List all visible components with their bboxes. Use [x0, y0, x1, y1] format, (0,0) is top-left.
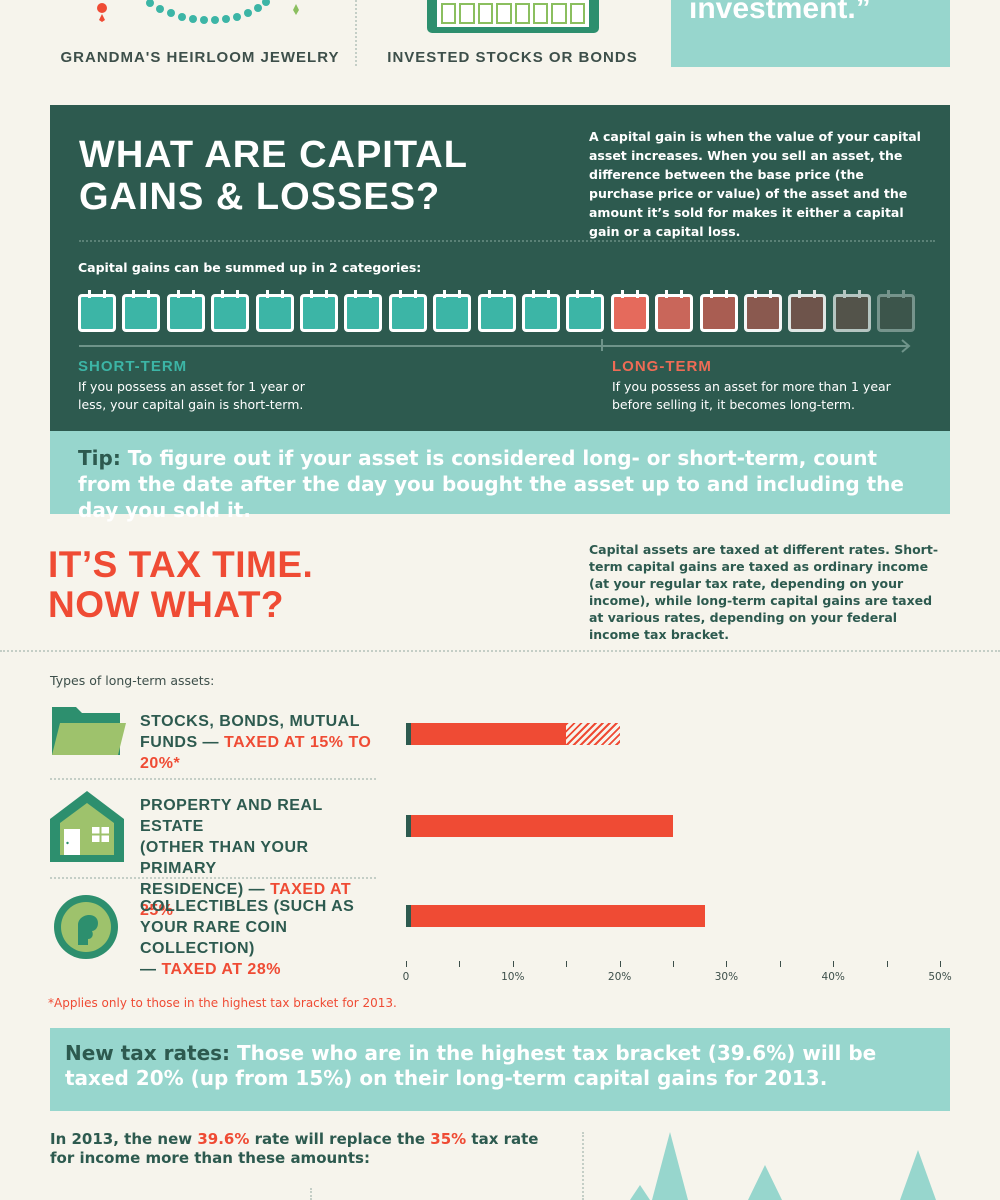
calendar-icon: [877, 290, 916, 332]
panel-description: A capital gain is when the value of your…: [589, 129, 921, 239]
chart-tick-label: 40%: [821, 971, 845, 983]
calendar-icon: [655, 290, 694, 332]
quote-text: investment.”: [689, 0, 871, 25]
arrow-right-icon: [901, 339, 911, 353]
calendar-icon: [78, 290, 116, 332]
divider-small: [310, 1188, 312, 1200]
quote-box: investment.”: [671, 0, 950, 67]
chart-tick: [886, 961, 888, 967]
chart-tick: [566, 961, 568, 967]
chart-tick: [779, 961, 781, 967]
timeline-axis: [79, 345, 909, 347]
chart-tick: [673, 961, 674, 967]
asset-label-property: PROPERTY AND REAL ESTATE (OTHER THAN YOU…: [140, 797, 352, 919]
calendar-icon: [166, 290, 205, 332]
mountain-peaks-icon: [630, 1132, 936, 1200]
chart-tick: [619, 961, 621, 967]
asset-rate-collectibles: TAXED AT 28%: [161, 961, 281, 978]
old-rate-value: 35%: [430, 1130, 467, 1148]
timeline-marker: [601, 339, 603, 351]
chart-bar-hatched: [566, 723, 620, 745]
calendar-icon: [300, 290, 338, 332]
short-term-description: If you possess an asset for 1 year or le…: [78, 379, 305, 412]
jewelry-label: GRANDMA'S HEIRLOOM JEWELRY: [60, 49, 340, 66]
chart-tick: [512, 961, 514, 967]
chart-tick-label: 10%: [501, 971, 525, 983]
chart-tick: [726, 961, 728, 967]
calendar-icon: [832, 290, 871, 332]
calendar-icon: [433, 290, 472, 332]
house-icon: [50, 791, 124, 862]
new-rate-value: 39.6%: [197, 1130, 250, 1148]
asset-rate-stocks: TAXED AT 15% TO 20%*: [140, 734, 372, 772]
footnote: *Applies only to those in the highest ta…: [48, 996, 397, 1010]
calendar-icon: [344, 290, 383, 332]
asset-label-collectibles: COLLECTIBLES (SUCH AS YOUR RARE COIN COL…: [140, 898, 355, 978]
chart-bar: [406, 815, 673, 837]
tax-time-description: Capital assets are taxed at different ra…: [589, 542, 939, 642]
divider-vertical: [582, 1132, 584, 1200]
asset-separator: [50, 877, 376, 879]
tax-time-title: IT’S TAX TIME. NOW WHAT?: [48, 544, 314, 625]
short-term-label: SHORT-TERM: [78, 358, 188, 375]
calendar-row: [78, 290, 918, 334]
stock-certificate-icon: [427, 0, 599, 33]
section-divider: [0, 650, 1000, 652]
chart-tick: [833, 961, 835, 967]
calendar-icon: [522, 290, 560, 332]
chart-tick: [940, 961, 941, 967]
coin-icon: [54, 895, 118, 959]
calendar-icon: [699, 290, 738, 332]
calendar-icon: [211, 290, 250, 332]
long-term-label: LONG-TERM: [612, 358, 712, 375]
bottom-intro: In 2013, the new 39.6% rate will replace…: [50, 1130, 539, 1167]
asset-separator: [50, 778, 376, 780]
categories-intro: Capital gains can be summed up in 2 cate…: [78, 260, 422, 275]
new-rates-body: Those who are in the highest tax bracket…: [65, 1041, 877, 1090]
chart-tick-label: 0: [402, 971, 410, 983]
tax-rate-chart: 0 10% 20% 30% 40% 50%: [403, 715, 952, 985]
calendar-icon: [255, 290, 294, 332]
calendar-icon: [610, 290, 649, 332]
new-rates-text: New tax rates: Those who are in the high…: [65, 1041, 935, 1091]
asset-rate-property: TAXED AT 25%: [140, 881, 352, 919]
calendar-icon: [477, 290, 516, 332]
calendar-icon: [788, 290, 827, 332]
types-intro: Types of long-term assets:: [50, 673, 215, 688]
tip-text: Tip: To figure out if your asset is cons…: [78, 445, 928, 523]
chart-tick: [459, 961, 461, 967]
chart-tick-label: 50%: [928, 971, 952, 983]
calendar-icon: [122, 290, 161, 332]
calendar-icon: [566, 290, 605, 332]
chart-tick-label: 20%: [607, 971, 632, 983]
chart-tick-label: 30%: [714, 971, 739, 983]
tip-body: To figure out if your asset is considere…: [78, 446, 904, 522]
panel-title: WHAT ARE CAPITAL GAINS & LOSSES?: [79, 134, 468, 218]
tip-lead: Tip:: [78, 446, 121, 470]
capital-gains-panel: WHAT ARE CAPITAL GAINS & LOSSES? A capit…: [50, 105, 950, 431]
chart-tick: [406, 961, 407, 967]
chart-bar: [406, 905, 706, 927]
panel-divider: [79, 240, 935, 242]
long-term-description: If you possess an asset for more than 1 …: [612, 379, 891, 412]
calendar-icon: [744, 290, 782, 332]
tip-box: Tip: To figure out if your asset is cons…: [50, 431, 950, 522]
asset-label-stocks: STOCKS, BONDS, MUTUAL FUNDS — TAXED AT 1…: [140, 713, 372, 772]
folder-icon: [52, 707, 126, 755]
new-rates-lead: New tax rates:: [65, 1041, 231, 1065]
stocks-bonds-label: INVESTED STOCKS OR BONDS: [387, 49, 638, 66]
calendar-icon: [388, 290, 427, 332]
necklace-icon: [97, 0, 299, 24]
chart-bar: [406, 723, 567, 745]
divider-vertical: [355, 0, 357, 66]
new-rates-box: New tax rates: Those who are in the high…: [50, 1028, 950, 1111]
jewelry-icon-area: [90, 0, 310, 35]
